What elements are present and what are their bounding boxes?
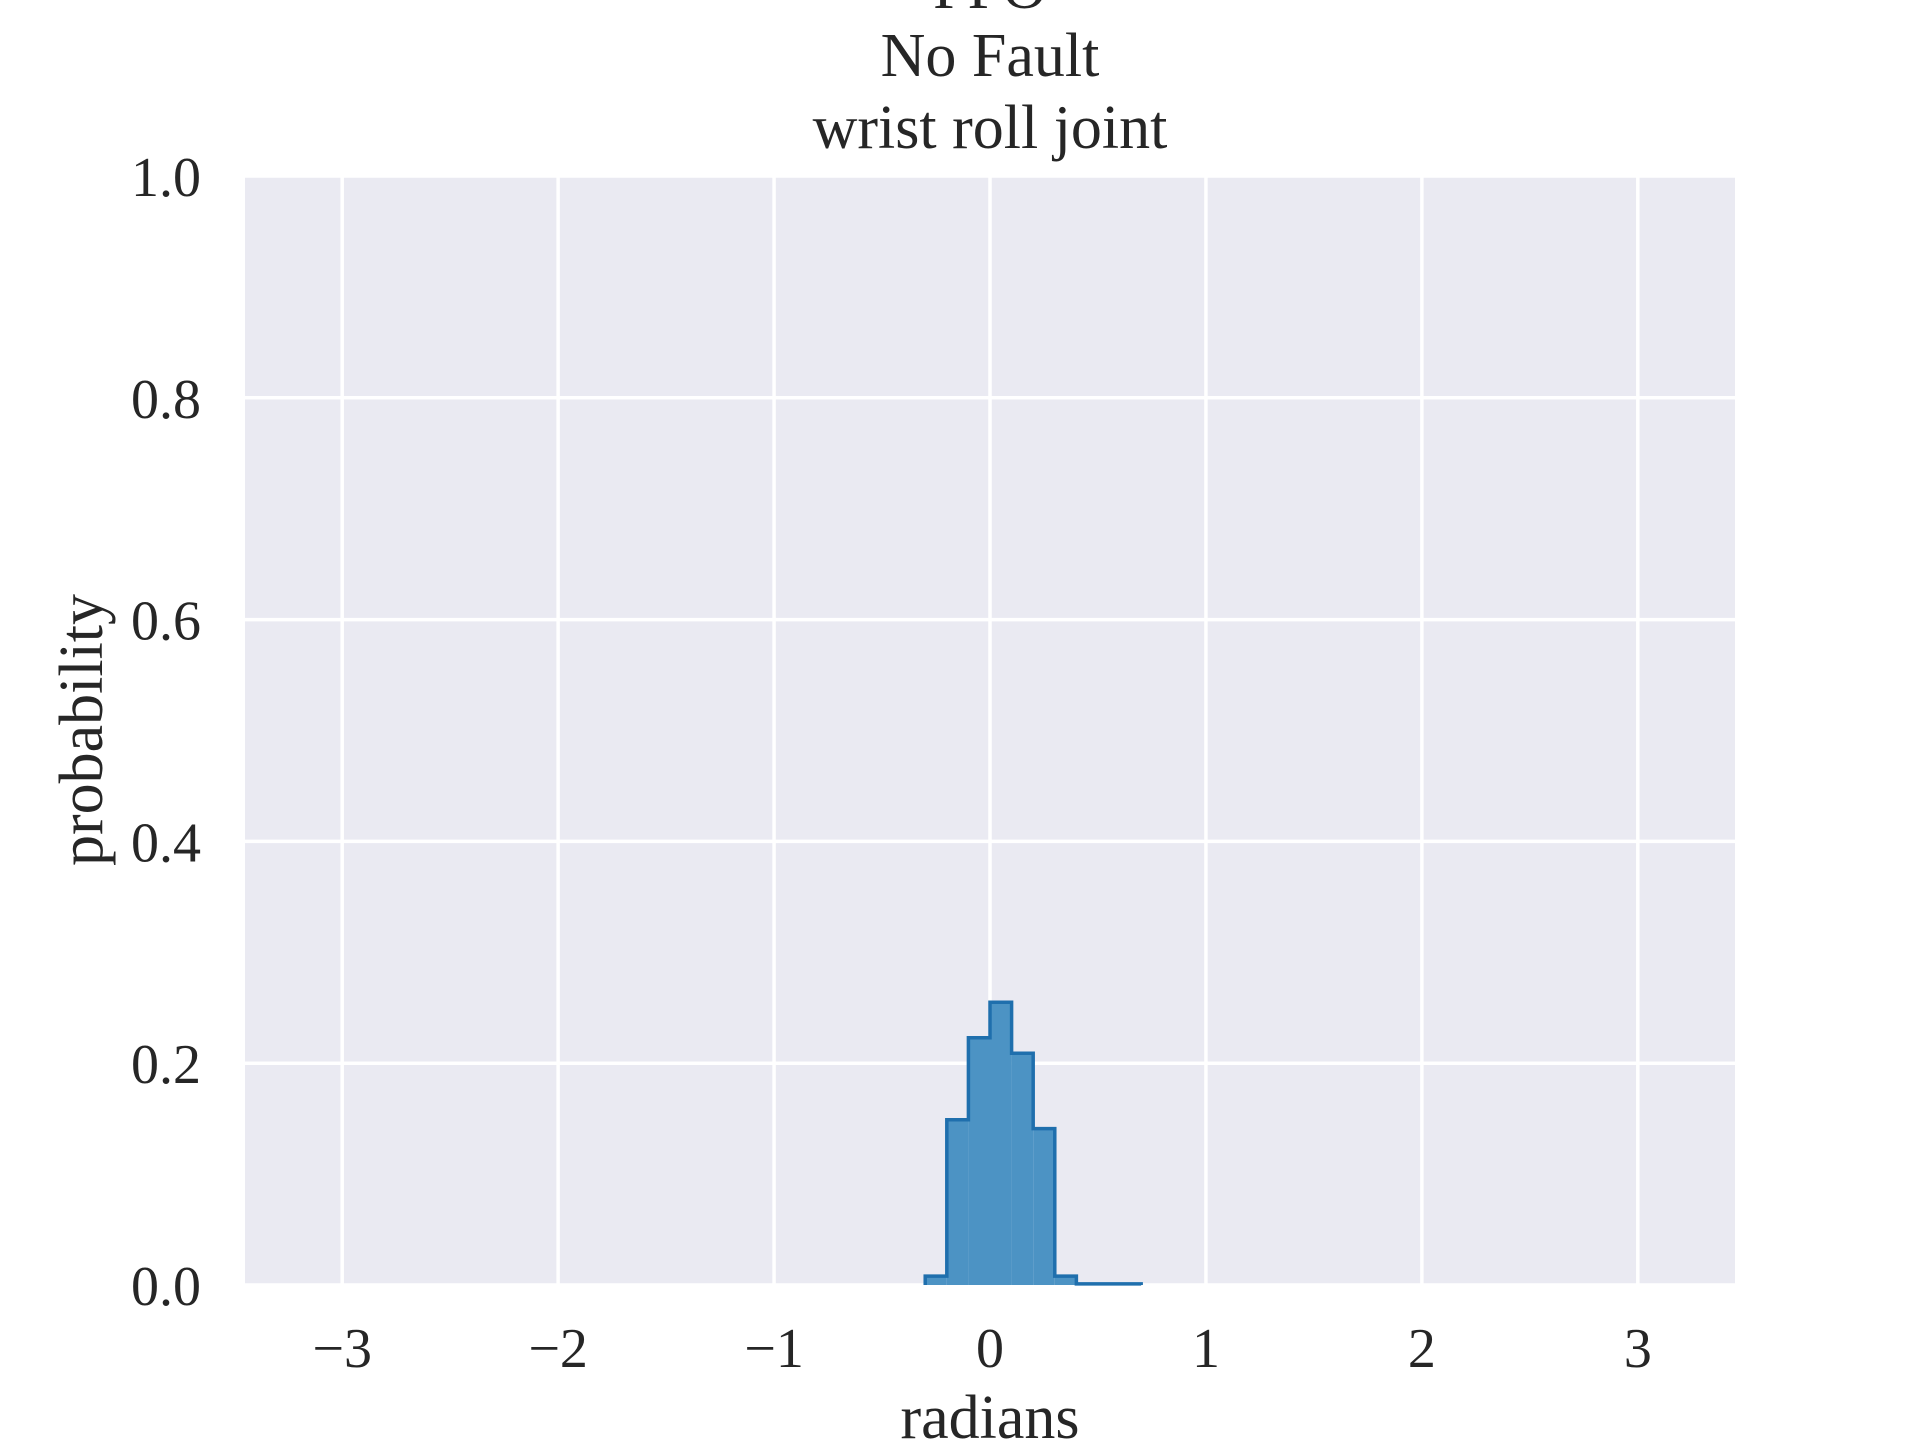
y-tick-label: 0.2 (131, 1034, 201, 1096)
x-tick-label: 3 (1624, 1318, 1652, 1380)
tick-labels: −3 −2 −1 0 1 2 3 0.0 0.2 0.4 0.6 0.8 1.0 (131, 147, 1652, 1380)
y-tick-label: 0.6 (131, 591, 201, 653)
y-tick-label: 0.0 (131, 1256, 201, 1318)
y-tick-label: 0.4 (131, 812, 201, 874)
histogram-bar-1 (946, 1119, 969, 1285)
x-tick-label: −3 (312, 1318, 372, 1380)
x-tick-label: 2 (1408, 1318, 1436, 1380)
chart-title-line-2: No Fault (881, 22, 1100, 90)
histogram-bar-5 (1033, 1128, 1055, 1285)
histogram-step-outline (923, 1000, 1143, 1286)
y-axis-label: probability (48, 594, 116, 866)
x-tick-label: −2 (528, 1318, 588, 1380)
x-tick-label: 1 (1192, 1318, 1220, 1380)
y-tick-label: 1.0 (131, 147, 201, 209)
y-tick-label: 0.8 (131, 369, 201, 431)
x-axis-label: radians (900, 1384, 1079, 1440)
histogram-bar-6 (1054, 1276, 1077, 1285)
histogram-bar-2 (968, 1037, 990, 1285)
histogram-bar-0 (925, 1276, 947, 1285)
x-tick-label: 0 (976, 1318, 1004, 1380)
grid-lines (245, 174, 1735, 1287)
chart-title-line-1: PPO (933, 0, 1047, 22)
histogram-bar-3 (990, 1002, 1012, 1285)
chart-title-line-3: wrist roll joint (813, 94, 1168, 162)
histogram-bar-4 (1011, 1053, 1034, 1285)
histogram-bars (923, 1000, 1143, 1286)
x-tick-label: −1 (744, 1318, 804, 1380)
